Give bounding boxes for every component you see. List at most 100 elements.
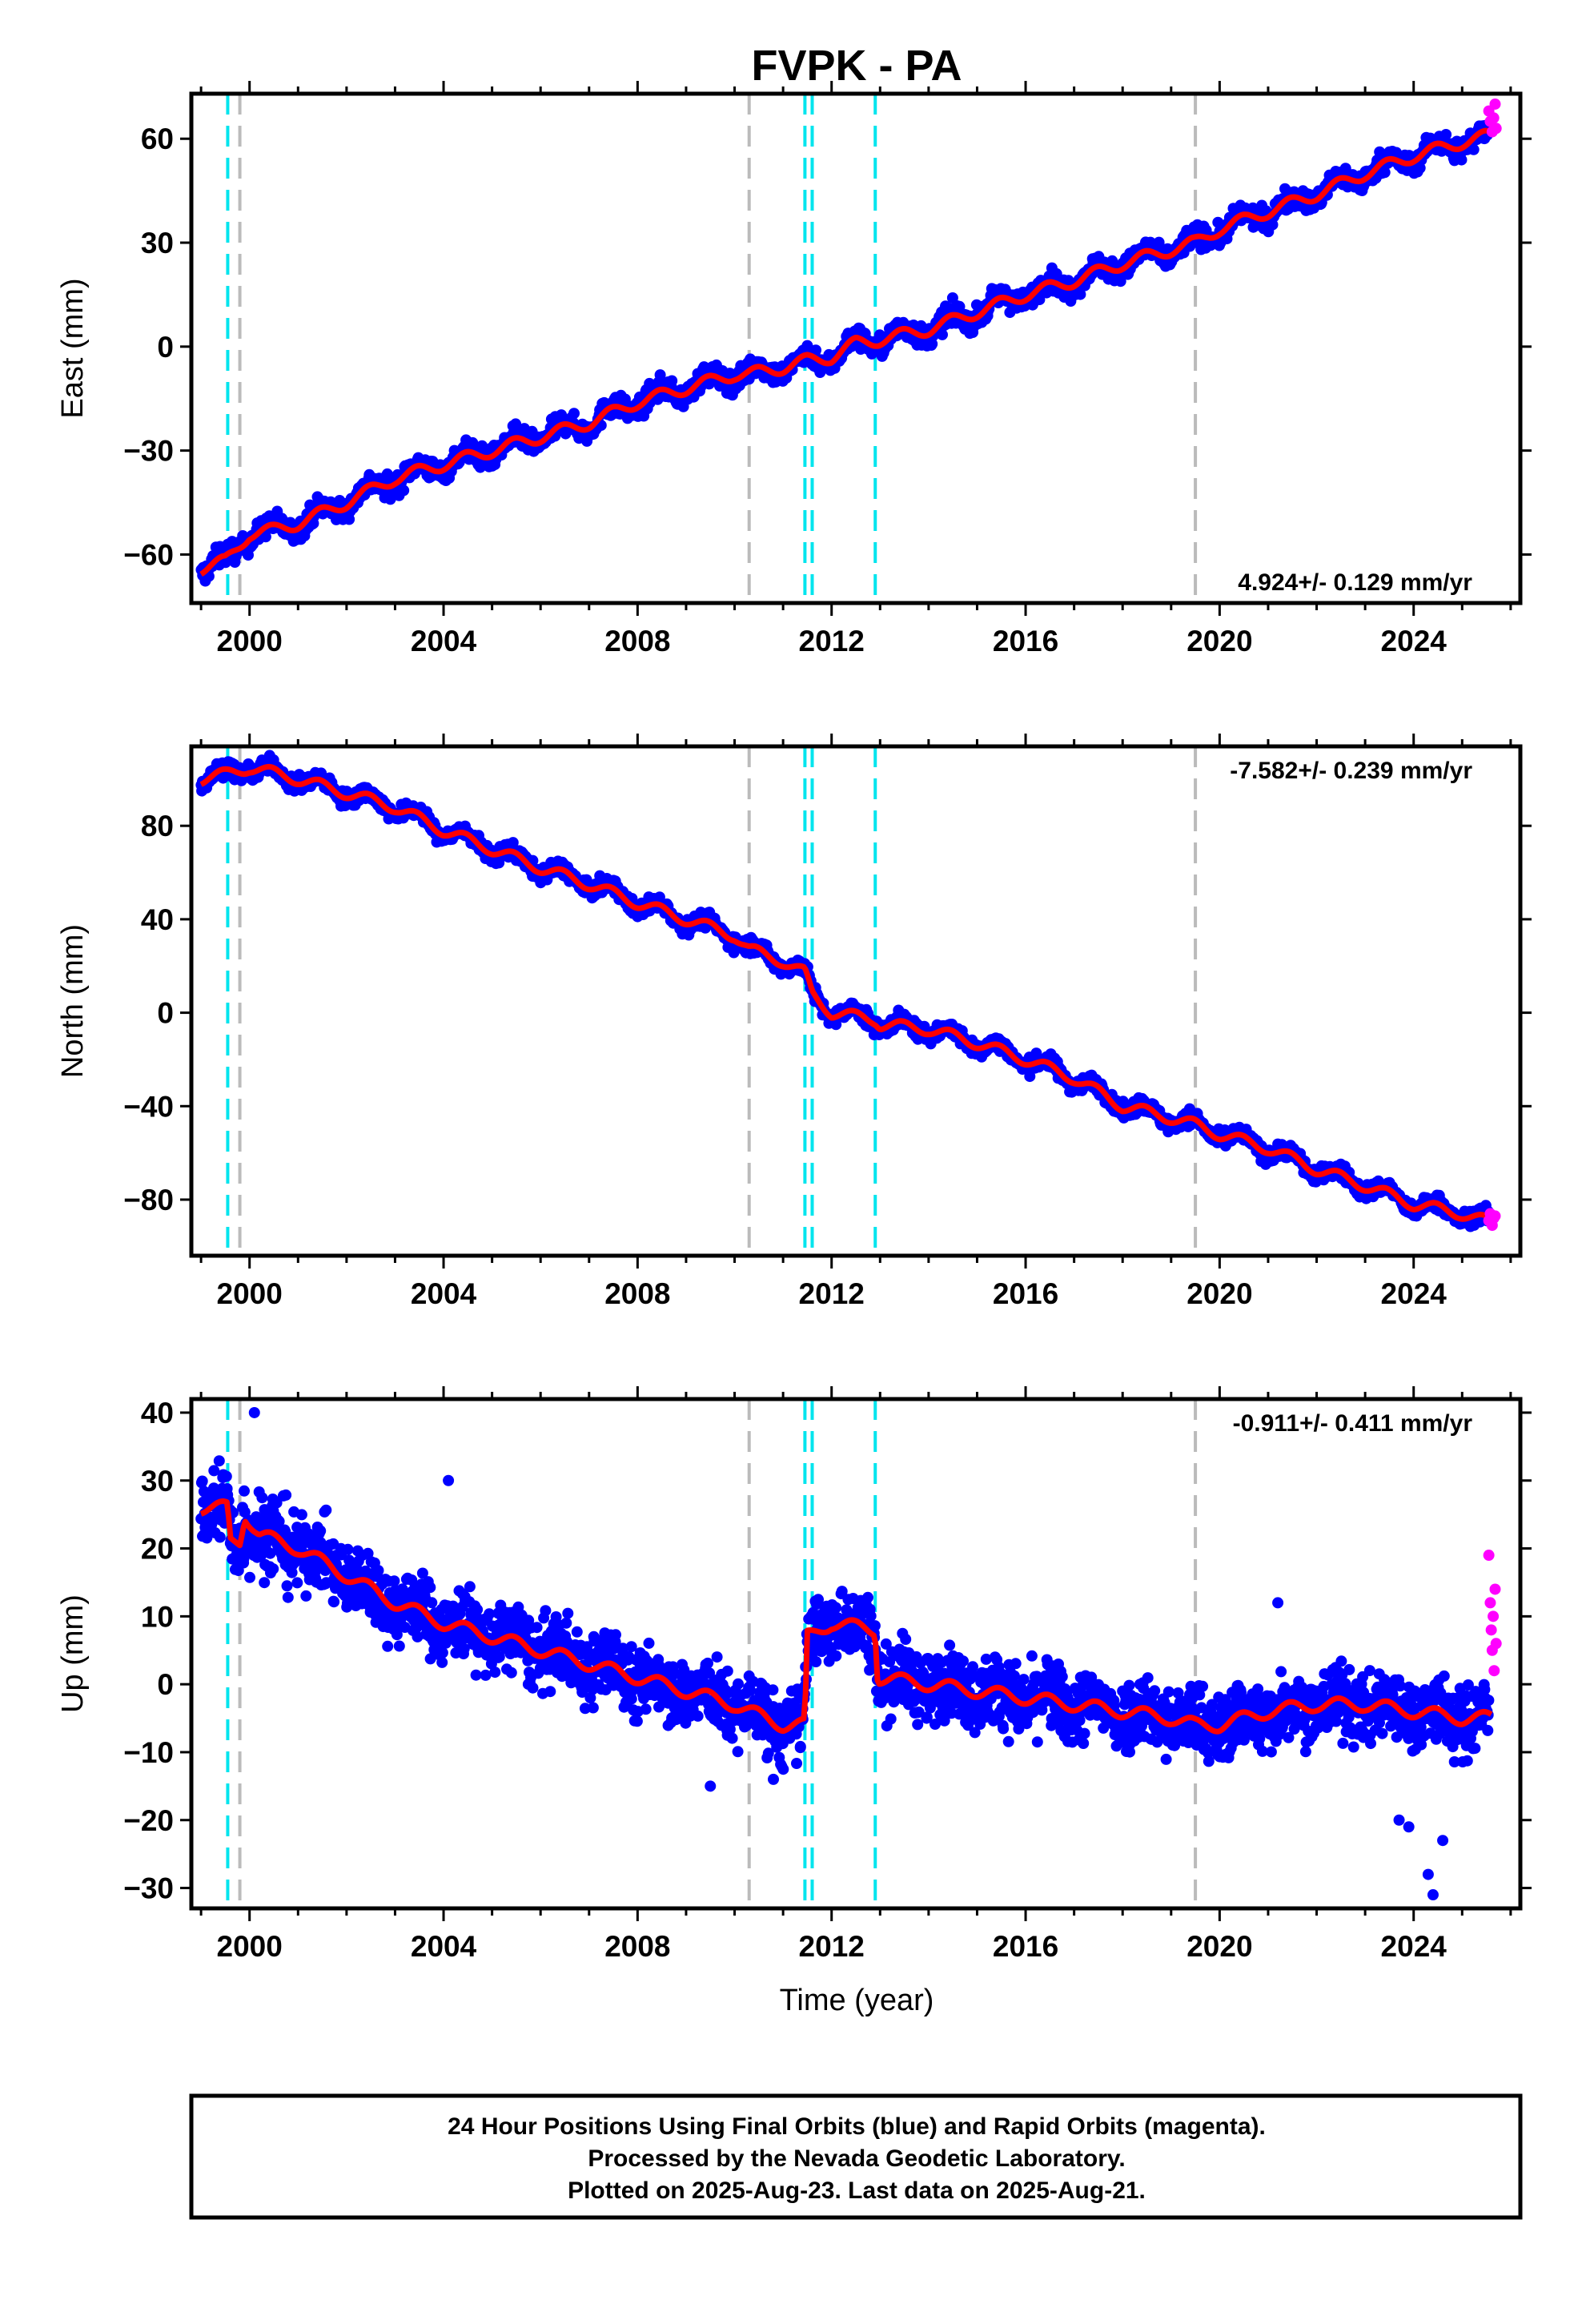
final-orbit-point [505,1667,517,1679]
x-tick-label: 2012 [799,625,865,657]
final-orbit-point [393,1640,405,1652]
y-tick-label: 40 [141,903,174,936]
final-orbit-point [540,1605,552,1617]
final-orbit-point [273,1515,285,1527]
final-orbit-point [220,1470,232,1482]
panel-plot-area [195,746,1501,1256]
rapid-orbit-points [1483,1208,1501,1232]
y-tick-label: −30 [123,435,174,468]
x-tick-label: 2020 [1186,1277,1252,1310]
final-orbit-point [196,1475,208,1487]
final-orbit-point [810,344,821,356]
final-orbit-point [1114,275,1126,287]
final-orbit-point [472,1604,484,1615]
final-orbit-point [213,1455,225,1467]
final-orbit-point [372,1565,384,1577]
final-orbit-point [282,1591,294,1603]
panel-frame [189,91,1523,605]
rapid-orbit-point [1489,1210,1501,1222]
final-orbit-point [1379,167,1391,179]
final-orbit-point [489,1667,501,1679]
panel-up: 2000 2004 2008 2012 2016 2020 2024−30−20−10010… [56,1386,1532,1963]
final-orbit-point [476,440,488,452]
final-orbit-point [238,1553,250,1565]
y-axis-title: East (mm) [56,278,90,418]
final-orbit-point [264,1547,276,1559]
y-tick-label: 30 [141,227,174,259]
x-tick-label: 2012 [799,1277,865,1310]
final-orbit-point [280,1489,292,1501]
model-fit-line [199,763,1493,1222]
final-orbit-point [320,1504,332,1516]
final-orbit-point [470,1669,482,1681]
x-tick-label: 2024 [1381,1277,1447,1310]
final-orbit-point [267,1563,279,1575]
final-orbit-point [562,1607,574,1619]
final-orbit-point [328,1596,340,1608]
rapid-orbit-point [1490,123,1502,135]
final-orbit-point [1468,143,1480,155]
panel-north: 2000 2004 2008 2012 2016 2020 2024 −80 −40 0 40 80 N… [56,734,1532,1310]
final-orbit-point [1440,129,1452,140]
final-orbit-point [654,369,666,381]
final-orbit-point [256,1492,268,1504]
x-tick-label: 2008 [604,625,670,657]
final-orbit-point [436,1647,448,1659]
final-orbit-point [295,1509,307,1521]
final-orbit-point [208,1465,220,1477]
rapid-orbit-point [1488,112,1500,124]
x-tick-label: 2004 [411,1277,477,1310]
y-tick-label: 0 [157,331,174,364]
final-orbit-point [201,1532,213,1544]
model-fit-line [199,127,1492,577]
chart-title: FVPK - PA [751,42,962,90]
panels-group: 2000 2004 2008 2012 2016 2020 2024 −60 −30 0 30 60 E… [56,81,1532,1963]
x-tick-label: 2000 [217,1277,283,1310]
final-orbit-point [436,1656,448,1668]
y-tick-label: −80 [123,1184,174,1216]
x-tick-label: 2004 [411,625,477,657]
final-orbit-point [666,375,678,387]
x-tick-label: 2016 [993,1277,1058,1310]
rapid-orbit-point [1489,98,1501,110]
x-tick-label: 2016 [993,625,1058,657]
y-tick-label: −40 [123,1090,174,1123]
panel-frame [189,744,1523,1258]
x-tick-label: 2020 [1186,625,1252,657]
final-orbit-point [464,1581,476,1593]
final-orbit-point [571,1626,583,1638]
y-tick-label: 80 [141,810,174,842]
rate-label: -7.582+/- 0.239 mm/yr [1230,758,1472,784]
final-orbit-point [271,1497,283,1509]
final-orbit-point [424,1582,436,1594]
y-tick-label: −60 [123,538,174,571]
y-tick-label: 60 [141,123,174,155]
final-orbit-point [531,1622,543,1634]
x-tick-label: 2008 [604,1277,670,1310]
final-orbit-point [527,1682,539,1694]
final-orbit-point [300,1590,312,1602]
final-orbit-point [214,1531,226,1543]
final-orbit-point [342,1543,354,1555]
final-orbit-point [398,485,410,497]
final-orbit-point [1456,154,1468,166]
y-tick-label: 0 [157,997,174,1030]
final-orbit-point [560,1617,572,1629]
final-orbit-point [244,1571,255,1583]
final-orbit-point [281,1580,293,1592]
x-tick-label: 2000 [217,625,283,657]
y-axis-title: North (mm) [56,924,90,1078]
final-orbit-point [544,1686,556,1698]
final-orbit-point [382,1640,394,1652]
rapid-orbit-points [1483,98,1502,138]
final-orbit-point [568,408,580,420]
x-tick-label: 2024 [1381,625,1447,657]
panel-east: 2000 2004 2008 2012 2016 2020 2024 −60 −30 0 30 60 E… [56,81,1532,657]
panel-plot-area [195,1399,1502,1908]
rate-label: 4.924+/- 0.129 mm/yr [1238,569,1472,596]
panel-plot-area [195,94,1502,603]
final-orbit-point [937,328,948,340]
final-orbit-point [239,1485,250,1497]
final-orbit-point [926,338,938,350]
